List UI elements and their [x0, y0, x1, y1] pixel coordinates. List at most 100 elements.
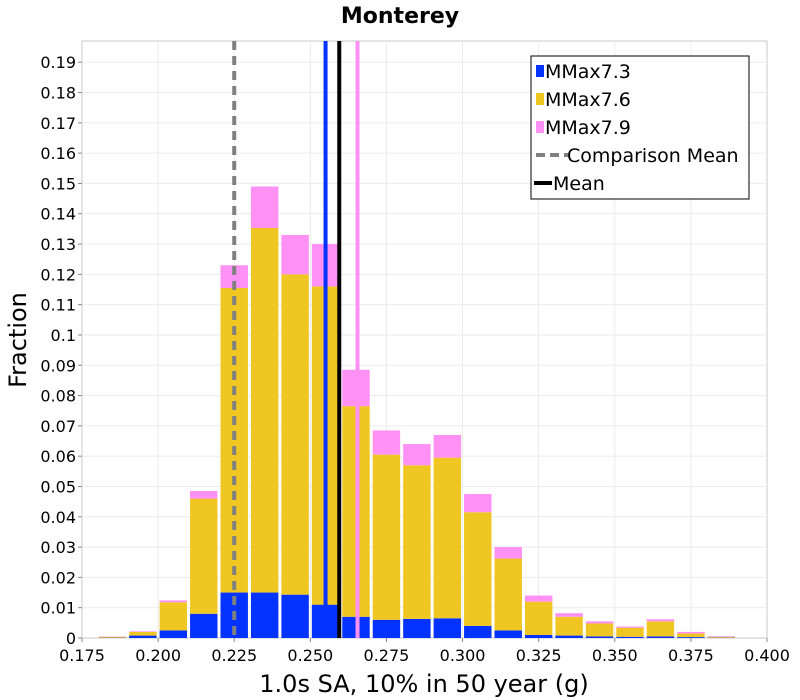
bar-mmax7-6 — [159, 602, 188, 631]
bar-mmax7-6 — [403, 465, 431, 619]
legend-mmax7-9-label: MMax7.9 — [545, 117, 631, 139]
bar-mmax7-9 — [129, 631, 157, 632]
x-tick-label: 0.200 — [135, 646, 181, 665]
y-tick-label: 0.19 — [40, 53, 76, 72]
bar-mmax7-9 — [372, 430, 401, 455]
y-tick-label: 0.17 — [40, 114, 76, 133]
bar-mmax7-9 — [190, 491, 218, 499]
legend-mmax7-3-label: MMax7.3 — [545, 61, 631, 83]
bar-mmax7-6 — [677, 633, 705, 638]
bar-mmax7-9 — [585, 621, 614, 624]
bar-mmax7-3 — [555, 635, 583, 638]
x-tick-label: 0.350 — [592, 646, 638, 665]
bar-mmax7-6 — [585, 623, 614, 637]
y-tick-label: 0.12 — [40, 265, 76, 284]
y-tick-label: 0.1 — [51, 326, 76, 345]
bar-mmax7-3 — [190, 613, 218, 638]
bar-mmax7-6 — [98, 636, 127, 638]
x-tick-label: 0.325 — [516, 646, 562, 665]
bar-mmax7-9 — [555, 613, 583, 617]
y-tick-label: 0.08 — [40, 387, 76, 406]
x-tick-label: 0.400 — [744, 646, 790, 665]
bar-mmax7-9 — [220, 265, 248, 288]
bar-mmax7-3 — [129, 635, 157, 638]
legend-mean-label: Mean — [553, 173, 605, 195]
bar-mmax7-6 — [281, 274, 309, 595]
bar-mmax7-3 — [524, 634, 553, 638]
grid-lines — [82, 41, 767, 638]
bar-mmax7-3 — [677, 637, 705, 638]
y-tick-label: 0.14 — [40, 205, 76, 224]
bar-mmax7-6 — [646, 621, 675, 637]
y-tick-label: 0.18 — [40, 84, 76, 103]
x-axis-title: 1.0s SA, 10% in 50 year (g) — [259, 670, 588, 698]
bar-mmax7-6 — [494, 558, 522, 631]
y-tick-label: 0.06 — [40, 447, 76, 466]
bar-mmax7-3 — [646, 636, 675, 638]
bar-mmax7-6 — [707, 636, 736, 638]
y-tick-label: 0.09 — [40, 356, 76, 375]
y-tick-label: 0.07 — [40, 417, 76, 436]
chart-title: Monterey — [341, 4, 459, 29]
legend-mmax7-6-swatch — [536, 93, 544, 105]
x-tick-label: 0.250 — [287, 646, 333, 665]
x-tick-label: 0.300 — [440, 646, 486, 665]
x-tick-label: 0.225 — [211, 646, 257, 665]
y-tick-label: 0.13 — [40, 235, 76, 254]
bar-mmax7-3 — [281, 594, 309, 638]
y-tick-label: 0.01 — [40, 599, 76, 618]
bar-mmax7-9 — [677, 631, 705, 634]
x-tick-label: 0.375 — [668, 646, 714, 665]
bar-mmax7-9 — [433, 434, 462, 458]
bar-mmax7-6 — [372, 454, 401, 620]
y-tick-label: 0.03 — [40, 538, 76, 557]
legend-comparison-mean-label: Comparison Mean — [567, 145, 739, 167]
legend-box — [530, 55, 750, 200]
bar-mmax7-6 — [524, 601, 553, 635]
bar-mmax7-3 — [159, 630, 188, 638]
bar-mmax7-9 — [524, 595, 553, 602]
bar-mmax7-9 — [494, 547, 522, 559]
bar-mmax7-3 — [403, 618, 431, 638]
y-tick-label: 0.16 — [40, 144, 76, 163]
bar-mmax7-3 — [494, 630, 522, 638]
axes: 0 0.01 0.02 0.03 0.04 0.05 0.06 0.07 0.08 0.09 0.1… — [40, 53, 790, 665]
legend-mmax7-9-swatch — [536, 121, 544, 133]
bar-mmax7-3 — [616, 636, 644, 638]
y-tick-label: 0.15 — [40, 174, 76, 193]
bar-mmax7-9 — [403, 444, 431, 466]
bar-mmax7-9 — [159, 600, 188, 603]
y-tick-label: 0.05 — [40, 477, 76, 496]
bar-mmax7-6 — [190, 498, 218, 614]
x-tick-label: 0.275 — [364, 646, 410, 665]
legend-mmax7-3-swatch — [536, 65, 544, 77]
bar-mmax7-9 — [616, 626, 644, 628]
y-tick-label: 0.02 — [40, 568, 76, 587]
x-tick-label: 0.175 — [59, 646, 105, 665]
bar-mmax7-9 — [281, 234, 309, 275]
bar-mmax7-6 — [129, 631, 157, 636]
bar-mmax7-3 — [372, 619, 401, 638]
bar-mmax7-3 — [433, 618, 462, 638]
bar-mmax7-6 — [616, 627, 644, 637]
y-tick-label: 0.11 — [40, 296, 76, 315]
legend: MMax7.3 MMax7.6 MMax7.9 Comparison Mean Mean — [530, 55, 750, 200]
bar-mmax7-9 — [646, 619, 675, 622]
bar-mmax7-6 — [250, 227, 279, 593]
bar-mmax7-6 — [433, 457, 462, 619]
y-tick-label: 0 — [66, 629, 76, 648]
bar-mmax7-6 — [464, 512, 492, 626]
bar-mmax7-3 — [250, 592, 279, 638]
legend-mmax7-6-label: MMax7.6 — [545, 89, 631, 111]
mean-lines — [232, 41, 360, 638]
bar-mmax7-9 — [464, 494, 492, 513]
bar-mmax7-9 — [707, 636, 736, 637]
bar-mmax7-3 — [585, 636, 614, 638]
bar-mmax7-6 — [555, 616, 583, 636]
y-tick-label: 0.04 — [40, 508, 76, 527]
bar-mmax7-9 — [250, 186, 279, 228]
bar-mmax7-3 — [464, 625, 492, 638]
bars — [98, 186, 736, 638]
y-axis-title: Fraction — [4, 292, 32, 388]
